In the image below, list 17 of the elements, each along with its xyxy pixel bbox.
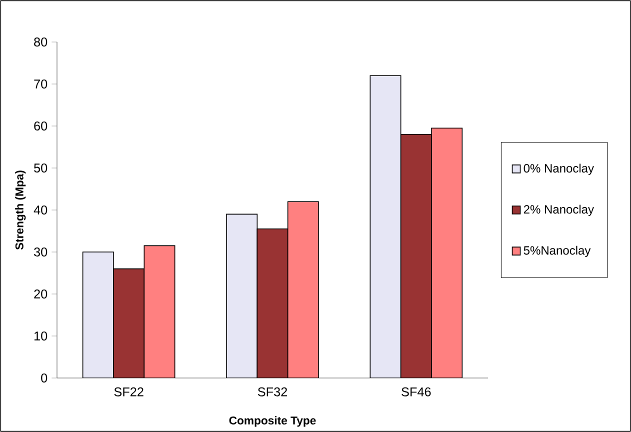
y-tick-label: 50	[34, 164, 48, 172]
x-tick-label: SF32	[258, 387, 288, 396]
y-tick-label: 70	[34, 80, 48, 88]
x-axis-title: Composite Type	[229, 416, 316, 427]
legend-label: 2% Nanoclay	[524, 204, 594, 216]
legend-label: 5%Nanoclay	[524, 246, 591, 258]
y-tick-label: 0	[41, 374, 48, 382]
y-tick-label: 20	[34, 290, 48, 298]
legend-label: 0% Nanoclay	[524, 164, 594, 175]
x-tick-label: SF22	[114, 387, 144, 396]
y-tick-label: 40	[34, 206, 48, 214]
y-tick-label: 80	[34, 38, 48, 46]
y-tick-label: 30	[34, 248, 48, 256]
y-axis-title: Strength (Mpa)	[15, 170, 26, 250]
y-tick-label: 60	[34, 122, 48, 130]
x-tick-label: SF46	[402, 387, 431, 396]
y-tick-label: 10	[34, 332, 48, 340]
